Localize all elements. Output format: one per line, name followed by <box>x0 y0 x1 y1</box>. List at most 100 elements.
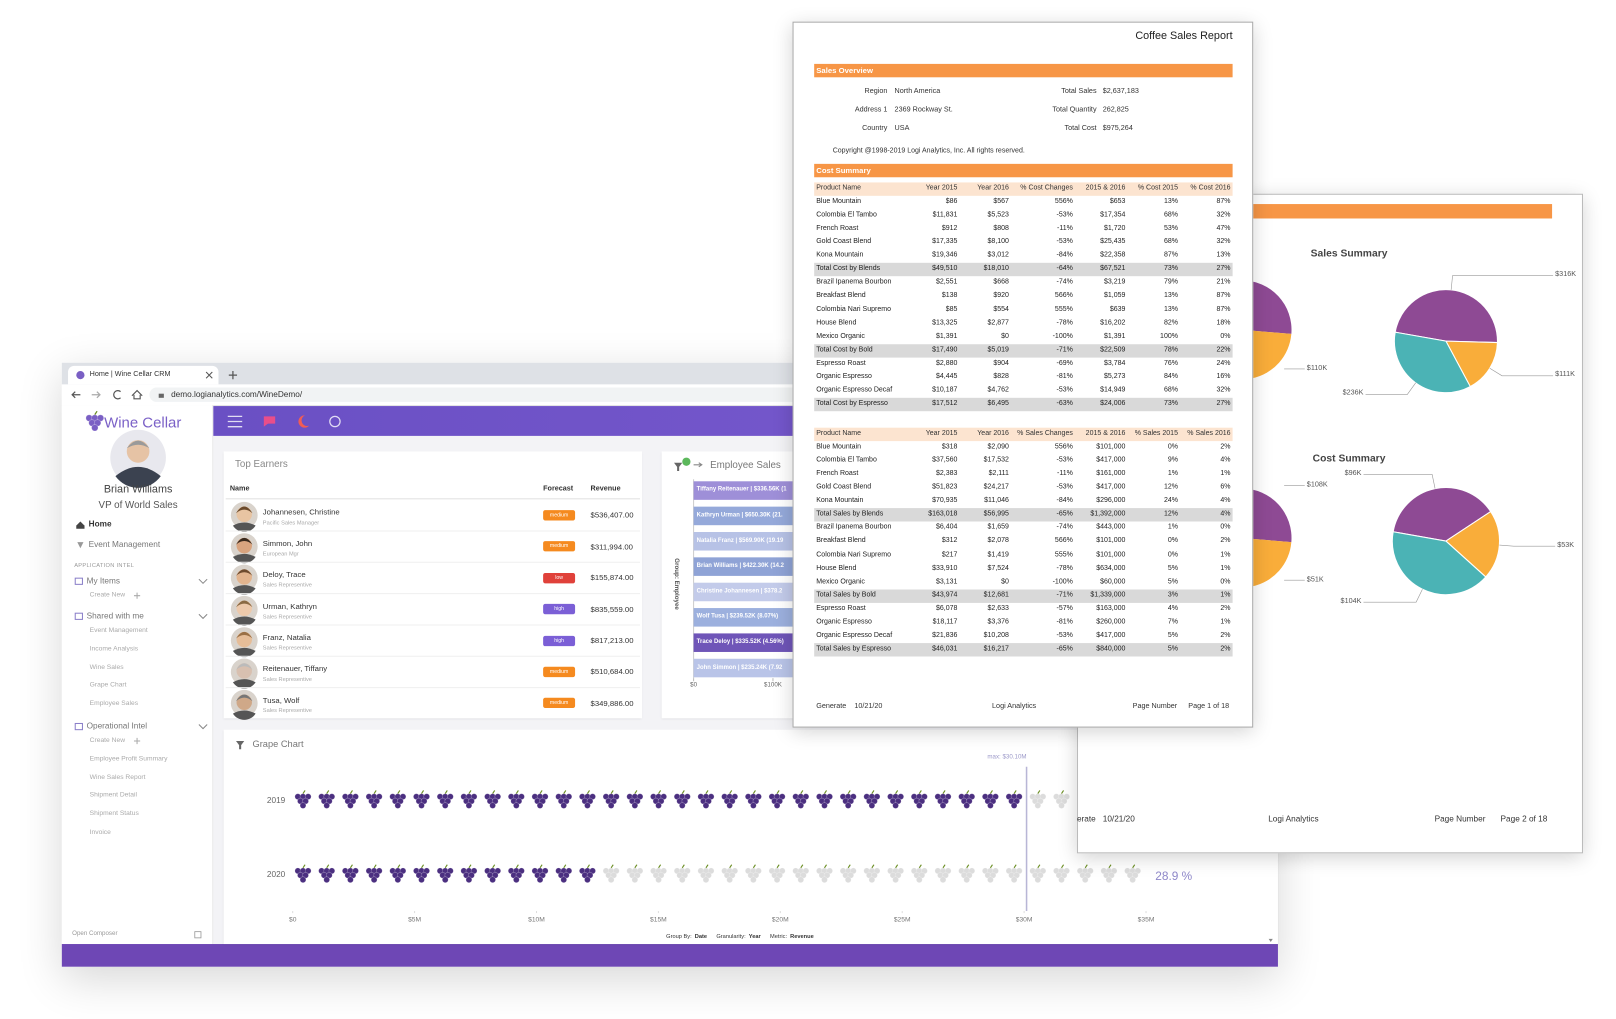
table-cell: 566% <box>1054 537 1073 545</box>
grape-icon <box>294 790 312 809</box>
badge-dot <box>682 457 691 466</box>
grape-berry <box>299 876 307 884</box>
grape-icon <box>910 864 928 884</box>
table-cell: $21,836 <box>932 631 958 640</box>
table-cell: $17,335 <box>932 238 958 246</box>
grape-berry <box>726 876 733 884</box>
table-cell: 82% <box>1163 319 1178 327</box>
table-cell: 3% <box>1167 591 1178 599</box>
table-cell: $4,445 <box>935 373 958 381</box>
group-icon <box>74 612 83 620</box>
grape-berry <box>678 876 686 884</box>
grape-icon <box>507 790 525 809</box>
table-cell: 4% <box>1220 496 1231 505</box>
table-header: 2015 & 2016 <box>1085 429 1126 437</box>
table-cell: Kona Mountain <box>816 496 864 505</box>
grape-berry <box>963 876 971 884</box>
table-cell: $417,000 <box>1096 483 1126 491</box>
grape-berry <box>678 802 686 809</box>
grape-icon <box>602 790 620 809</box>
grape-stem <box>658 790 662 794</box>
table-header: Product Name <box>816 184 862 192</box>
table-cell: -84% <box>1056 251 1073 259</box>
table-cell: Colombia Nari Supremo <box>816 550 891 559</box>
grape-icon <box>981 864 999 884</box>
table-cell: $2,551 <box>935 278 958 286</box>
table-cell: 556% <box>1054 442 1073 451</box>
group-icon <box>74 722 83 731</box>
table-cell: 0% <box>1167 537 1178 545</box>
table-cell: $668 <box>993 278 1009 286</box>
avatar-head <box>126 440 150 463</box>
grape-berry <box>987 876 994 884</box>
table-cell: 4% <box>1220 456 1231 464</box>
table-cell: $5,019 <box>987 346 1009 354</box>
url-pill[interactable] <box>149 387 820 402</box>
grape-berry <box>584 876 591 884</box>
footer-text: Generate <box>816 702 847 710</box>
grape-icon <box>958 864 976 884</box>
table-cell: 32% <box>1216 386 1231 394</box>
grape-berry <box>347 802 354 809</box>
table-cell: $3,376 <box>987 618 1009 626</box>
table-cell: Espresso Roast <box>816 359 866 367</box>
table-cell: $6,404 <box>935 523 958 532</box>
table-cell: -11% <box>1057 469 1073 478</box>
grape-berry <box>655 802 662 809</box>
table-cell: $1,391 <box>1103 332 1126 340</box>
grape-icon <box>578 864 596 884</box>
chevron <box>198 578 208 585</box>
grape-stem <box>705 864 709 869</box>
flag-icon <box>263 416 276 427</box>
grape-stem <box>776 864 780 869</box>
grape-icon <box>626 790 644 809</box>
table-cell: $11,831 <box>932 211 958 219</box>
table-cell: $25,435 <box>1100 238 1126 246</box>
table-cell: 1% <box>1167 469 1178 478</box>
grape-stem <box>444 790 448 794</box>
table-header: Year 2015 <box>925 429 958 437</box>
grape-stem <box>847 864 851 869</box>
grape-icon <box>365 790 383 809</box>
table-cell: 76% <box>1163 359 1178 367</box>
avatar-body <box>115 466 161 488</box>
table-cell: $70,935 <box>932 496 958 505</box>
table-cell: $2,078 <box>987 537 1009 545</box>
table-cell: 1% <box>1220 618 1231 626</box>
table-cell: $67,521 <box>1100 265 1126 273</box>
table-cell: $86 <box>945 197 958 205</box>
grape-berry <box>513 876 520 884</box>
tab[interactable] <box>68 365 219 385</box>
grape-icon <box>721 864 739 884</box>
footer-text: 10/21/20 <box>854 702 883 710</box>
table-cell: $7,524 <box>987 564 1009 572</box>
grape-berry <box>844 802 852 809</box>
table-cell: Gold Coast Blend <box>816 483 872 491</box>
grape-stem <box>515 864 519 869</box>
avatar-shoulders <box>232 585 256 595</box>
table-cell: 24% <box>1216 359 1231 367</box>
table-cell: -11% <box>1057 224 1073 232</box>
grape-icon <box>934 790 952 809</box>
table-cell: 73% <box>1163 400 1178 408</box>
grape-icon <box>436 864 454 884</box>
table-cell: $18,010 <box>983 265 1009 273</box>
table-cell: $5,273 <box>1103 373 1126 381</box>
table-cell: -64% <box>1056 265 1073 273</box>
table-cell: $417,000 <box>1096 631 1126 640</box>
table-cell: 4% <box>1167 604 1178 613</box>
grape-icon <box>555 864 573 884</box>
table-cell: 0% <box>1167 442 1178 451</box>
table-cell: $3,219 <box>1103 278 1126 286</box>
grape-berry <box>1034 802 1042 809</box>
table-cell: 566% <box>1054 292 1073 300</box>
table-cell: -57% <box>1056 604 1073 613</box>
table-cell: $2,383 <box>935 469 958 478</box>
grape-stem <box>942 864 946 869</box>
grape-icon <box>413 790 430 809</box>
section-band <box>814 163 1233 178</box>
table-cell: Blue Mountain <box>816 197 862 205</box>
grape-stem <box>94 410 98 415</box>
grape-icon <box>460 864 478 884</box>
